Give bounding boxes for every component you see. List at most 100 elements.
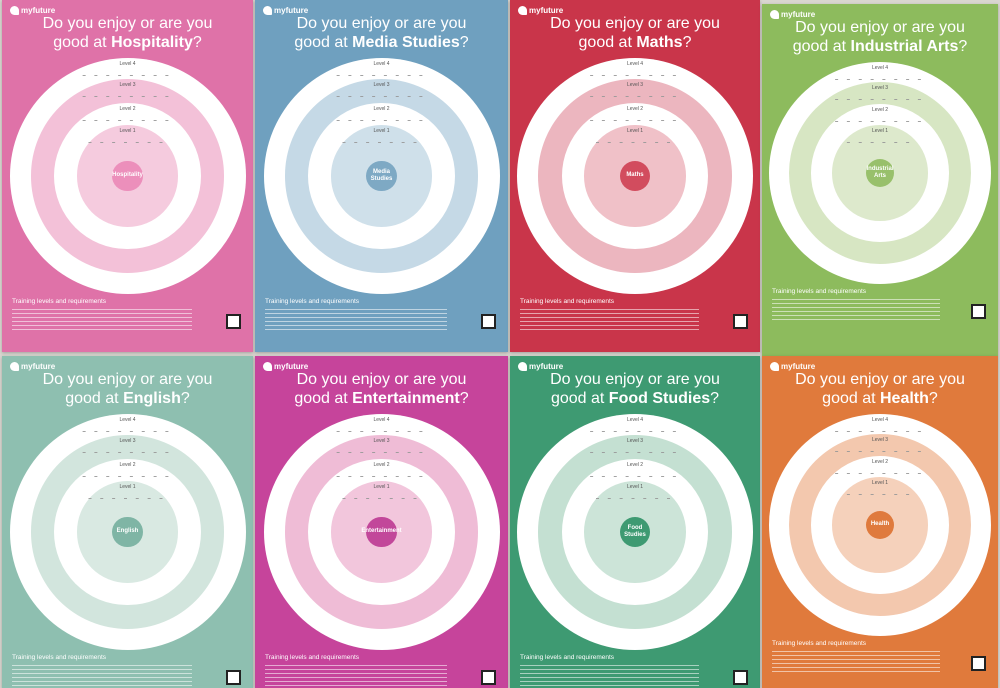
logo-mark-icon: [10, 6, 19, 15]
title-subject: English: [123, 390, 181, 407]
career-text-placeholder: ▬ ▬ ▬ ▬ ▬ ▬ ▬ ▬: [336, 473, 427, 478]
footer-title: Training levels and requirements: [265, 298, 360, 305]
level-label: Level 2: [626, 105, 644, 112]
level-label: Level 2: [871, 459, 889, 466]
career-text-placeholder: ▬ ▬ ▬ ▬ ▬ ▬ ▬ ▬: [590, 450, 680, 455]
career-text-placeholder: ▬ ▬ ▬ ▬ ▬ ▬ ▬ ▬: [342, 496, 421, 505]
career-text-placeholder: ▬ ▬ ▬ ▬ ▬ ▬ ▬ ▬: [835, 96, 925, 101]
level-label: Level 1: [626, 484, 644, 491]
title-subject: Entertainment: [352, 390, 460, 407]
title-prefix: Do you enjoy or are you good at: [550, 15, 720, 51]
level-label: Level 4: [626, 417, 644, 423]
poster-title: Do you enjoy or are you good at Health?: [762, 370, 998, 408]
myfuture-logo: myfuture: [263, 362, 308, 371]
level-label: Level 4: [373, 61, 390, 67]
career-text-placeholder: ▬ ▬ ▬ ▬ ▬ ▬ ▬ ▬: [82, 117, 173, 122]
level-label: Level 1: [119, 128, 136, 135]
footer-text-lines: [772, 299, 941, 321]
poster-health: myfuture Do you enjoy or are you good at …: [762, 356, 998, 688]
footer-title: Training levels and requirements: [265, 654, 360, 661]
career-text-placeholder: ▬ ▬ ▬ ▬ ▬ ▬ ▬ ▬: [590, 473, 680, 478]
career-text-placeholder: ▬ ▬ ▬ ▬ ▬ ▬ ▬ ▬: [82, 73, 173, 77]
level-label: Level 3: [373, 82, 390, 89]
myfuture-logo: myfuture: [770, 362, 815, 371]
myfuture-logo: myfuture: [263, 6, 308, 15]
logo-mark-icon: [770, 362, 779, 371]
level-label: Level 1: [871, 480, 889, 487]
level-label: Level 2: [626, 461, 644, 468]
level-label: Level 4: [119, 61, 136, 67]
career-text-placeholder: ▬ ▬ ▬ ▬ ▬ ▬ ▬ ▬: [835, 448, 925, 453]
career-text-placeholder: ▬ ▬ ▬ ▬ ▬ ▬ ▬ ▬: [82, 450, 173, 455]
title-qmark: ?: [928, 390, 938, 407]
career-text-placeholder: ▬ ▬ ▬ ▬ ▬ ▬ ▬ ▬: [336, 117, 427, 122]
subject-center-badge: Entertainment: [361, 516, 402, 548]
title-subject: Media Studies: [352, 34, 460, 51]
title-prefix: Do you enjoy or are you good at: [294, 15, 467, 51]
title-prefix: Do you enjoy or are you good at: [550, 371, 720, 407]
subject-center-badge: English: [112, 516, 143, 548]
career-text-placeholder: ▬ ▬ ▬ ▬ ▬ ▬ ▬ ▬: [590, 94, 680, 99]
poster-media-studies: myfuture Do you enjoy or are you good at …: [255, 0, 508, 352]
brand-name: myfuture: [781, 10, 816, 19]
career-text-placeholder: ▬ ▬ ▬ ▬ ▬ ▬ ▬ ▬: [590, 73, 680, 77]
title-prefix: Do you enjoy or are you good at: [795, 371, 965, 407]
poster-industrial-arts: myfuture Do you enjoy or are you good at …: [762, 4, 998, 356]
career-text-placeholder: ▬ ▬ ▬ ▬ ▬ ▬ ▬ ▬: [336, 94, 427, 99]
level-label: Level 3: [373, 438, 390, 445]
poster-footer: Training levels and requirements: [12, 654, 243, 687]
title-prefix: Do you enjoy or are you good at: [42, 15, 213, 51]
poster-title: Do you enjoy or are you good at Food Stu…: [510, 370, 760, 408]
brand-name: myfuture: [21, 6, 56, 15]
footer-text-lines: [12, 665, 193, 687]
level-label: Level 4: [626, 61, 644, 67]
poster-footer: Training levels and requirements: [772, 288, 988, 321]
footer-text-lines: [520, 309, 700, 331]
career-text-placeholder: ▬ ▬ ▬ ▬ ▬ ▬ ▬ ▬: [82, 94, 173, 99]
brand-name: myfuture: [274, 362, 309, 371]
level-label: Level 3: [626, 438, 644, 445]
title-prefix: Do you enjoy or are you good at: [792, 19, 965, 55]
career-text-placeholder: ▬ ▬ ▬ ▬ ▬ ▬ ▬ ▬: [846, 492, 914, 500]
level-label: Level 1: [119, 484, 136, 491]
footer-title: Training levels and requirements: [520, 298, 615, 305]
title-subject: Maths: [636, 34, 683, 51]
title-subject: Food Studies: [608, 390, 711, 407]
level-label: Level 2: [373, 105, 390, 112]
logo-mark-icon: [10, 362, 19, 371]
level-label: Level 1: [626, 128, 644, 135]
poster-maths: myfuture Do you enjoy or are you good at …: [510, 0, 760, 352]
career-text-placeholder: ▬ ▬ ▬ ▬ ▬ ▬ ▬ ▬: [590, 117, 680, 122]
career-text-placeholder: ▬ ▬ ▬ ▬ ▬ ▬ ▬ ▬: [336, 450, 427, 455]
level-label: Level 3: [119, 82, 136, 89]
poster-footer: Training levels and requirements: [520, 298, 750, 331]
qr-code-icon: [226, 670, 241, 685]
level-label: Level 3: [871, 436, 889, 443]
footer-text-lines: [12, 309, 193, 331]
title-qmark: ?: [459, 34, 469, 51]
subject-center-badge: Maths: [619, 160, 651, 192]
level-label: Level 3: [626, 82, 644, 89]
level-label: Level 4: [373, 417, 390, 423]
brand-name: myfuture: [781, 362, 816, 371]
poster-title: Do you enjoy or are you good at Hospital…: [2, 14, 253, 52]
myfuture-logo: myfuture: [10, 6, 55, 15]
level-label: Level 1: [871, 128, 889, 135]
level-label: Level 4: [871, 417, 889, 423]
career-text-placeholder: ▬ ▬ ▬ ▬ ▬ ▬ ▬ ▬: [336, 429, 427, 433]
subject-center-badge: Health: [865, 510, 895, 540]
career-text-placeholder: ▬ ▬ ▬ ▬ ▬ ▬ ▬ ▬: [595, 496, 674, 505]
qr-code-icon: [733, 314, 748, 329]
career-text-placeholder: ▬ ▬ ▬ ▬ ▬ ▬ ▬ ▬: [835, 77, 925, 81]
myfuture-logo: myfuture: [770, 10, 815, 19]
qr-code-icon: [481, 670, 496, 685]
title-qmark: ?: [682, 34, 692, 51]
career-text-placeholder: ▬ ▬ ▬ ▬ ▬ ▬ ▬ ▬: [88, 140, 167, 149]
level-label: Level 2: [119, 105, 136, 112]
career-text-placeholder: ▬ ▬ ▬ ▬ ▬ ▬ ▬ ▬: [590, 429, 680, 433]
career-text-placeholder: ▬ ▬ ▬ ▬ ▬ ▬ ▬ ▬: [336, 73, 427, 77]
qr-code-icon: [971, 656, 986, 671]
poster-title: Do you enjoy or are you good at Industri…: [762, 18, 998, 56]
level-label: Level 2: [373, 461, 390, 468]
subject-center-badge: Hospitality: [112, 160, 143, 192]
